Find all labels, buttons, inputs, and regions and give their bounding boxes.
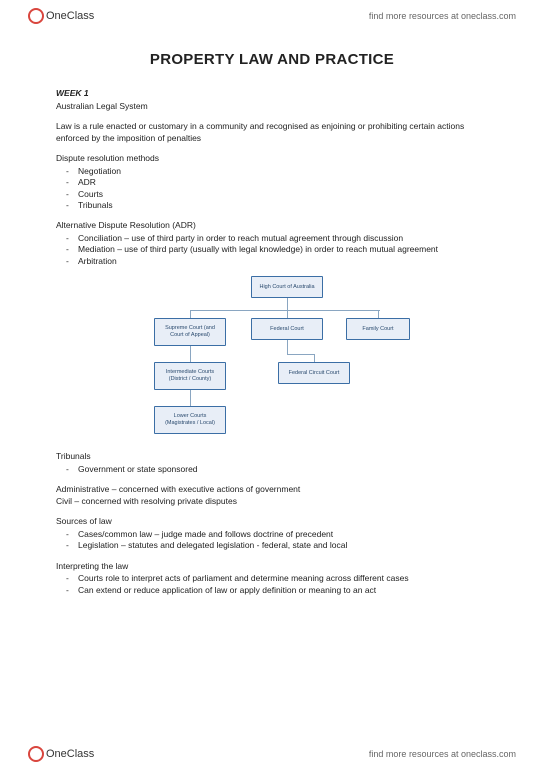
chart-connector xyxy=(287,354,315,355)
list-item: Mediation – use of third party (usually … xyxy=(78,244,488,255)
adr-heading: Alternative Dispute Resolution (ADR) xyxy=(56,220,488,231)
list-item: ADR xyxy=(78,177,488,188)
chart-connector xyxy=(378,310,379,318)
chart-node-lower: Lower Courts (Magistrates / Local) xyxy=(154,406,226,434)
chart-node-federal: Federal Court xyxy=(251,318,323,340)
chart-connector xyxy=(287,340,288,354)
list-item: Government or state sponsored xyxy=(78,464,488,475)
logo-text: OneClass xyxy=(46,10,94,22)
list-item: Negotiation xyxy=(78,166,488,177)
footer-link[interactable]: find more resources at oneclass.com xyxy=(369,749,516,759)
chart-connector xyxy=(287,310,288,318)
document-content: PROPERTY LAW AND PRACTICE WEEK 1 Austral… xyxy=(0,32,544,645)
header-link[interactable]: find more resources at oneclass.com xyxy=(369,11,516,21)
chart-connector xyxy=(190,310,380,311)
list-item: Courts xyxy=(78,189,488,200)
sources-heading: Sources of law xyxy=(56,516,488,527)
chart-connector xyxy=(190,346,191,362)
chart-node-intermediate: Intermediate Courts (District / County) xyxy=(154,362,226,390)
list-item: Arbitration xyxy=(78,256,488,267)
subtitle: Australian Legal System xyxy=(56,101,488,112)
civil-line: Civil – concerned with resolving private… xyxy=(56,496,488,507)
admin-line: Administrative – concerned with executiv… xyxy=(56,484,488,495)
adr-list: Conciliation – use of third party in ord… xyxy=(56,233,488,267)
logo: OneClass xyxy=(28,746,94,762)
page-footer: OneClass find more resources at oneclass… xyxy=(0,738,544,770)
tribunals-heading: Tribunals xyxy=(56,451,488,462)
chart-node-supreme: Supreme Court (and Court of Appeal) xyxy=(154,318,226,346)
dispute-list: Negotiation ADR Courts Tribunals xyxy=(56,166,488,212)
chart-connector xyxy=(287,298,288,310)
logo: OneClass xyxy=(28,8,94,24)
tribunals-list: Government or state sponsored xyxy=(56,464,488,475)
chart-connector xyxy=(190,390,191,406)
list-item: Courts role to interpret acts of parliam… xyxy=(78,573,488,584)
list-item: Conciliation – use of third party in ord… xyxy=(78,233,488,244)
chart-node-circuit: Federal Circuit Court xyxy=(278,362,350,384)
chart-node-high-court: High Court of Australia xyxy=(251,276,323,298)
list-item: Legislation – statutes and delegated leg… xyxy=(78,540,488,551)
chart-connector xyxy=(314,354,315,362)
list-item: Tribunals xyxy=(78,200,488,211)
week-label: WEEK 1 xyxy=(56,88,488,99)
list-item: Can extend or reduce application of law … xyxy=(78,585,488,596)
list-item: Cases/common law – judge made and follow… xyxy=(78,529,488,540)
logo-icon xyxy=(28,8,44,24)
definitions: Administrative – concerned with executiv… xyxy=(56,484,488,507)
intro-para: Law is a rule enacted or customary in a … xyxy=(56,121,488,144)
page-header: OneClass find more resources at oneclass… xyxy=(0,0,544,32)
interp-heading: Interpreting the law xyxy=(56,561,488,572)
dispute-heading: Dispute resolution methods xyxy=(56,153,488,164)
chart-node-family: Family Court xyxy=(346,318,410,340)
chart-connector xyxy=(190,310,191,318)
interp-list: Courts role to interpret acts of parliam… xyxy=(56,573,488,596)
page-title: PROPERTY LAW AND PRACTICE xyxy=(56,50,488,70)
logo-icon xyxy=(28,746,44,762)
court-hierarchy-chart: High Court of Australia Supreme Court (a… xyxy=(56,276,488,441)
logo-text: OneClass xyxy=(46,748,94,760)
sources-list: Cases/common law – judge made and follow… xyxy=(56,529,488,552)
